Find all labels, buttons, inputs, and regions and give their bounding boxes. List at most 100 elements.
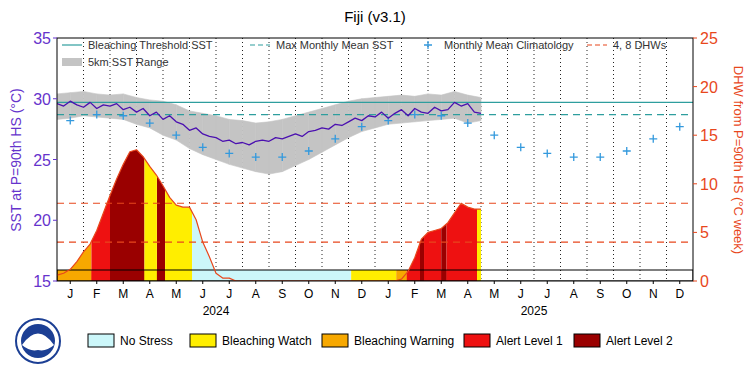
- y2-tick: [693, 86, 697, 87]
- stress-strip: [91, 270, 110, 281]
- climatology-marker: [358, 123, 366, 131]
- x-tick-label: J: [67, 287, 73, 301]
- year-label: 2024: [203, 304, 230, 318]
- y2-tick: [693, 281, 697, 282]
- x-tick-label: F: [93, 287, 100, 301]
- chart: Fiji (v3.1)SST at P=90th HS (°C)DHW from…: [0, 0, 750, 375]
- sst-range-band: [84, 91, 97, 117]
- x-tick-label: M: [171, 287, 181, 301]
- sst-range-band: [455, 91, 468, 123]
- legend-label: Max Monthly Mean SST: [276, 39, 394, 51]
- sst-range-band: [243, 121, 256, 172]
- climatology-marker: [490, 131, 498, 139]
- plot-frame: [57, 38, 693, 281]
- climatology-marker: [278, 153, 286, 161]
- x-tick-label: J: [226, 287, 232, 301]
- reference-line: [57, 203, 693, 204]
- grid-line: [534, 38, 535, 281]
- stress-strip-frame: [57, 270, 693, 281]
- legend-symbol: [62, 58, 82, 66]
- climatology-marker: [543, 149, 551, 157]
- y2-tick: [693, 183, 697, 184]
- stress-fill: [57, 150, 91, 281]
- x-tick: [96, 281, 97, 284]
- x-tick: [229, 281, 230, 284]
- x-tick-label: O: [304, 287, 313, 301]
- x-tick-label: J: [544, 287, 550, 301]
- stress-fill: [351, 150, 396, 281]
- stress-fill: [407, 150, 420, 281]
- stress-fill: [424, 150, 441, 281]
- x-tick-label: D: [357, 287, 366, 301]
- stress-legend-box: [88, 334, 114, 347]
- stress-legend-label: Alert Level 1: [496, 334, 563, 348]
- climatology-marker: [305, 147, 313, 155]
- grid-line: [560, 38, 561, 281]
- stress-strip: [447, 270, 477, 281]
- y-tick-label: 30: [33, 91, 51, 108]
- stress-strip: [407, 270, 420, 281]
- y2-tick-label: 0: [700, 273, 709, 290]
- x-tick: [653, 281, 654, 284]
- sst-range-band: [269, 119, 282, 174]
- grid-line: [613, 38, 614, 281]
- x-tick-label: M: [118, 287, 128, 301]
- x-tick: [70, 281, 71, 284]
- y2-tick-label: 15: [700, 127, 718, 144]
- stress-legend-box: [464, 334, 490, 347]
- y-tick-label: 35: [33, 30, 51, 47]
- x-tick-label: A: [252, 287, 260, 301]
- reference-line: [57, 242, 693, 243]
- sst-range-band: [176, 105, 189, 149]
- stress-legend-box: [190, 334, 216, 347]
- reference-line: [57, 102, 693, 103]
- stress-fill: [91, 150, 110, 281]
- climatology-marker: [252, 153, 260, 161]
- x-tick: [255, 281, 256, 284]
- plot-area: [57, 38, 693, 281]
- y2-tick-label: 10: [700, 176, 718, 193]
- stress-legend-label: Bleaching Warning: [354, 334, 454, 348]
- x-tick-label: S: [278, 287, 286, 301]
- stress-legend-label: Bleaching Watch: [222, 334, 312, 348]
- y2-axis-label: DHW from P=90th HS (°C week): [731, 66, 746, 254]
- stress-fill: [144, 150, 156, 281]
- grid-line: [375, 38, 376, 281]
- x-tick: [600, 281, 601, 284]
- year-label: 2025: [521, 304, 548, 318]
- stress-fill: [447, 150, 477, 281]
- x-tick-label: A: [464, 287, 472, 301]
- sst-range-band: [282, 116, 295, 172]
- x-tick: [388, 281, 389, 284]
- stress-strip: [441, 270, 446, 281]
- y2-tick: [693, 232, 697, 233]
- legend-symbol: [587, 44, 607, 45]
- x-tick: [282, 281, 283, 284]
- y-tick: [53, 159, 57, 160]
- sst-range-band: [388, 95, 401, 124]
- stress-legend-label: Alert Level 2: [606, 334, 673, 348]
- stress-fill: [165, 150, 192, 281]
- sst-range-band: [402, 95, 415, 123]
- stress-fill: [396, 150, 407, 281]
- grid-line: [587, 38, 588, 281]
- stress-strip: [157, 270, 165, 281]
- x-tick: [573, 281, 574, 284]
- x-tick: [467, 281, 468, 284]
- legend-label: Monthly Mean Climatology: [444, 39, 574, 51]
- x-tick-label: A: [146, 287, 154, 301]
- climatology-marker: [596, 153, 604, 161]
- x-tick: [494, 281, 495, 284]
- x-tick-label: S: [596, 287, 604, 301]
- x-tick-label: M: [436, 287, 446, 301]
- climatology-marker: [570, 153, 578, 161]
- y2-tick: [693, 38, 697, 39]
- title: Fiji (v3.1): [344, 8, 406, 25]
- y-tick: [53, 281, 57, 282]
- climatology-marker: [119, 112, 127, 120]
- climatology-marker: [517, 143, 525, 151]
- x-tick-label: J: [385, 287, 391, 301]
- x-tick: [149, 281, 150, 284]
- stress-strip: [110, 270, 144, 281]
- stress-strip: [477, 270, 481, 281]
